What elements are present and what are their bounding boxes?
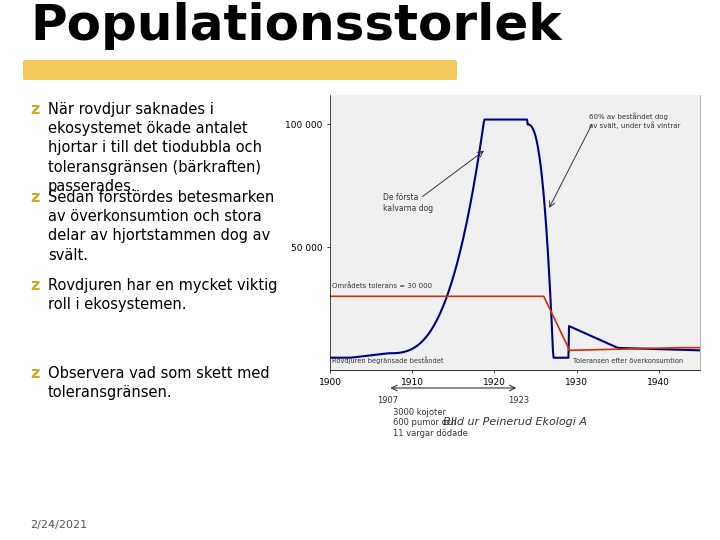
- Text: De första
kalvarna dog: De första kalvarna dog: [384, 193, 433, 213]
- Text: 3000 kojoter
600 pumor och
11 vargar dödade: 3000 kojoter 600 pumor och 11 vargar död…: [392, 408, 467, 438]
- Text: z: z: [30, 102, 40, 117]
- Text: Toleransen efter överkonsumtion: Toleransen efter överkonsumtion: [572, 357, 683, 363]
- Text: Sedan förstördes betesmarken
av överkonsumtion och stora
delar av hjortstammen d: Sedan förstördes betesmarken av överkons…: [48, 190, 274, 262]
- Text: Bild ur Peinerud Ekologi A: Bild ur Peinerud Ekologi A: [443, 417, 587, 427]
- Text: Rovdjuren har en mycket viktig
roll i ekosystemen.: Rovdjuren har en mycket viktig roll i ek…: [48, 278, 277, 312]
- FancyBboxPatch shape: [23, 60, 457, 80]
- Text: 1923: 1923: [508, 396, 530, 405]
- Text: 60% av beståndet dog
av svält, under två vintrar: 60% av beståndet dog av svält, under två…: [589, 112, 680, 129]
- Text: Observera vad som skett med
toleransgränsen.: Observera vad som skett med toleransgrän…: [48, 366, 269, 400]
- Text: Populationsstorlek: Populationsstorlek: [30, 2, 562, 50]
- Text: z: z: [30, 278, 40, 293]
- Bar: [330, 95, 700, 370]
- Text: Områdets tolerans = 30 000: Områdets tolerans = 30 000: [333, 282, 433, 289]
- Text: z: z: [30, 366, 40, 381]
- Text: När rovdjur saknades i
ekosystemet ökade antalet
hjortar i till det tiodubbla oc: När rovdjur saknades i ekosystemet ökade…: [48, 102, 262, 194]
- Text: 2/24/2021: 2/24/2021: [30, 520, 87, 530]
- Text: z: z: [30, 190, 40, 205]
- Text: 1907: 1907: [377, 396, 398, 405]
- Text: Rovdjuren begränsade beståndet: Rovdjuren begränsade beståndet: [332, 356, 443, 363]
